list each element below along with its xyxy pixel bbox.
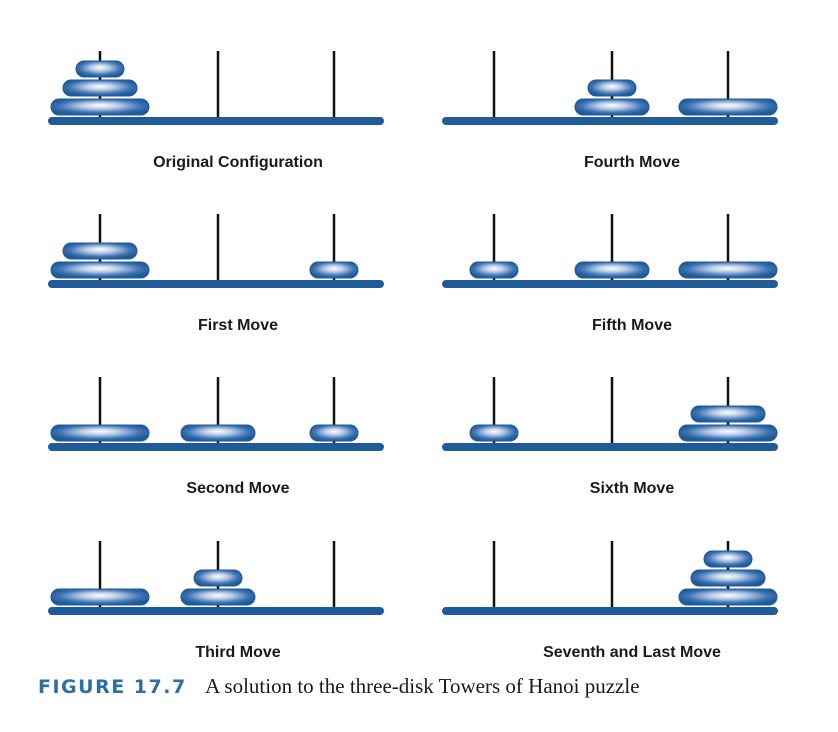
base-board (48, 607, 384, 615)
panel-label: Third Move (195, 644, 281, 661)
panel-seventh-move: Seventh and Last Move (432, 534, 832, 694)
disk-2 (180, 588, 256, 606)
disk-1 (703, 550, 753, 568)
panel-fourth-move: Fourth Move (432, 44, 832, 204)
disk-1 (469, 424, 519, 442)
tower-drawing (48, 377, 384, 451)
tower-drawing (442, 541, 778, 615)
panel-label: Second Move (186, 480, 290, 497)
base-board (442, 280, 778, 288)
disk-3 (50, 588, 150, 606)
disk-1 (469, 261, 519, 279)
disk-3 (678, 98, 778, 116)
disk-2 (574, 261, 650, 279)
disk-1 (75, 60, 125, 78)
tower-drawing (442, 214, 778, 288)
panel-second-move: Second Move (38, 370, 438, 530)
disk-1 (193, 569, 243, 587)
disk-2 (62, 79, 138, 97)
panel-first-move: First Move (38, 207, 438, 367)
disk-3 (678, 588, 778, 606)
panel-label: Seventh and Last Move (543, 644, 721, 661)
disk-2 (180, 424, 256, 442)
disk-2 (574, 98, 650, 116)
panel-label: Fourth Move (584, 154, 680, 171)
figure-number: FIGURE 17.7 (38, 676, 187, 698)
disk-3 (678, 261, 778, 279)
disk-3 (678, 424, 778, 442)
figure-caption: FIGURE 17.7 A solution to the three-disk… (38, 674, 640, 699)
disk-2 (62, 242, 138, 260)
base-board (48, 280, 384, 288)
disk-2 (690, 569, 766, 587)
disk-1 (309, 261, 359, 279)
disk-2 (690, 405, 766, 423)
disk-3 (50, 98, 150, 116)
tower-drawing (442, 51, 778, 125)
panel-label: Original Configuration (153, 154, 323, 171)
base-board (48, 443, 384, 451)
panel-label: Sixth Move (589, 480, 675, 497)
panel-sixth-move: Sixth Move (432, 370, 832, 530)
tower-drawing (48, 541, 384, 615)
disk-3 (50, 261, 150, 279)
disk-1 (587, 79, 637, 97)
panel-original-configuration: Original Configuration (38, 44, 438, 204)
panel-third-move: Third Move (38, 534, 438, 694)
disk-1 (309, 424, 359, 442)
tower-drawing (48, 214, 384, 288)
panel-label: Fifth Move (592, 317, 672, 334)
base-board (442, 443, 778, 451)
base-board (48, 117, 384, 125)
panel-fifth-move: Fifth Move (432, 207, 832, 367)
figure-caption-text: A solution to the three-disk Towers of H… (205, 674, 640, 698)
disk-3 (50, 424, 150, 442)
panel-label: First Move (197, 317, 278, 334)
tower-drawing (48, 51, 384, 125)
base-board (442, 117, 778, 125)
tower-drawing (442, 377, 778, 451)
base-board (442, 607, 778, 615)
